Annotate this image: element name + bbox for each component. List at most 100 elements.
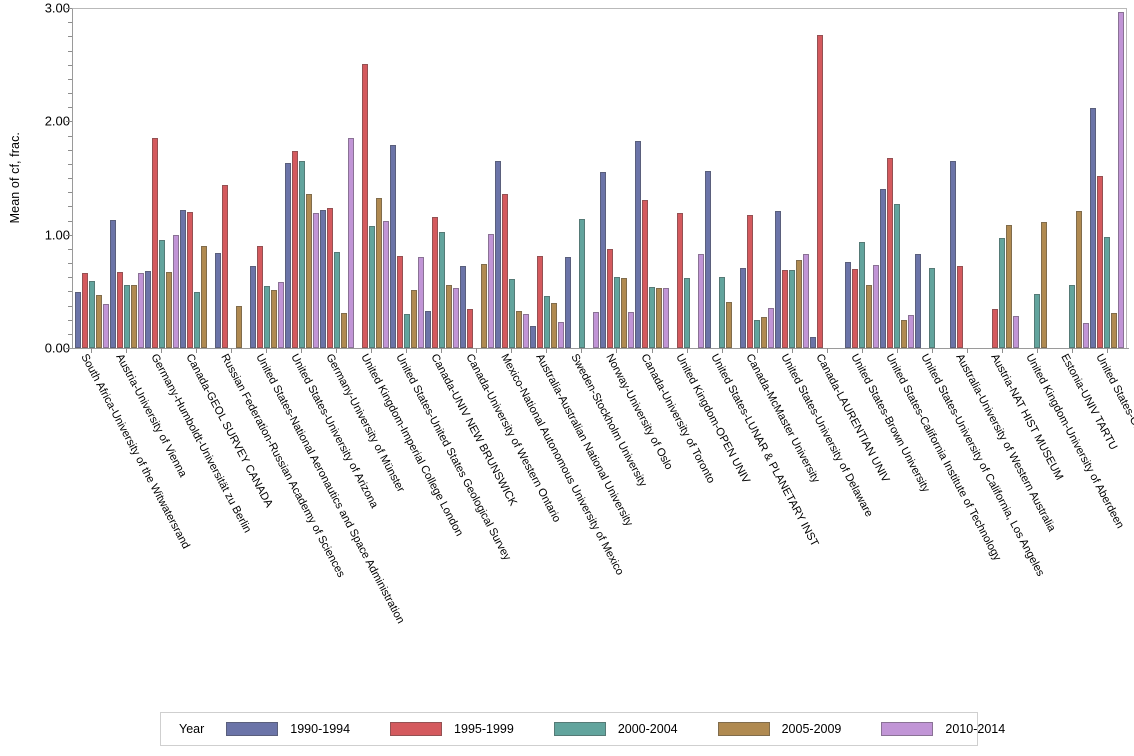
bar-4[interactable] xyxy=(1110,312,1117,348)
bar-2[interactable] xyxy=(467,309,474,348)
bar-3[interactable] xyxy=(893,204,900,348)
bar-5[interactable] xyxy=(1012,316,1019,348)
bar-2[interactable] xyxy=(1096,175,1103,348)
legend-item[interactable]: 2010-2014 xyxy=(881,722,1005,736)
bar-2[interactable] xyxy=(187,212,194,348)
bar-2[interactable] xyxy=(991,309,998,348)
bar-group[interactable] xyxy=(355,9,390,348)
bar-4[interactable] xyxy=(96,294,103,348)
bar-group[interactable] xyxy=(739,9,774,348)
bar-4[interactable] xyxy=(795,259,802,348)
bar-group[interactable] xyxy=(215,9,250,348)
bar-group[interactable] xyxy=(530,9,565,348)
bar-5[interactable] xyxy=(313,213,320,348)
bar-group[interactable] xyxy=(879,9,914,348)
bar-3[interactable] xyxy=(1068,284,1075,348)
legend-item[interactable]: 2000-2004 xyxy=(553,722,678,736)
bar-3[interactable] xyxy=(369,225,376,348)
bar-3[interactable] xyxy=(404,314,411,348)
bar-2[interactable] xyxy=(886,157,893,348)
bar-1[interactable] xyxy=(530,326,537,348)
bar-1[interactable] xyxy=(180,209,187,348)
bar-5[interactable] xyxy=(662,287,669,348)
bar-4[interactable] xyxy=(516,310,523,348)
bar-1[interactable] xyxy=(949,161,956,348)
bar-5[interactable] xyxy=(697,253,704,348)
bar-2[interactable] xyxy=(746,215,753,348)
bar-2[interactable] xyxy=(537,256,544,348)
bar-5[interactable] xyxy=(173,234,180,348)
bar-3[interactable] xyxy=(683,277,690,348)
legend-item[interactable]: 1995-1999 xyxy=(390,722,514,736)
bar-1[interactable] xyxy=(250,266,257,348)
bar-2[interactable] xyxy=(781,269,788,348)
bar-1[interactable] xyxy=(565,257,572,348)
bar-group[interactable] xyxy=(180,9,215,348)
bar-2[interactable] xyxy=(222,184,229,348)
bar-5[interactable] xyxy=(872,265,879,348)
bar-1[interactable] xyxy=(879,189,886,348)
bar-3[interactable] xyxy=(89,281,96,348)
bar-1[interactable] xyxy=(215,252,222,348)
bar-group[interactable] xyxy=(250,9,285,348)
bar-4[interactable] xyxy=(621,277,628,348)
bar-1[interactable] xyxy=(425,310,432,348)
bar-2[interactable] xyxy=(676,213,683,348)
bar-5[interactable] xyxy=(907,315,914,348)
bar-group[interactable] xyxy=(1019,9,1054,348)
bar-1[interactable] xyxy=(704,171,711,348)
bar-4[interactable] xyxy=(271,290,278,348)
bar-3[interactable] xyxy=(334,251,341,348)
bar-2[interactable] xyxy=(816,35,823,348)
bar-group[interactable] xyxy=(425,9,460,348)
bar-4[interactable] xyxy=(166,272,173,348)
bar-3[interactable] xyxy=(928,267,935,348)
bar-3[interactable] xyxy=(264,285,271,348)
bar-2[interactable] xyxy=(117,272,124,348)
bar-group[interactable] xyxy=(565,9,600,348)
bar-4[interactable] xyxy=(306,193,313,348)
bar-1[interactable] xyxy=(110,219,117,348)
bar-4[interactable] xyxy=(411,290,418,348)
bar-4[interactable] xyxy=(131,284,138,348)
bar-3[interactable] xyxy=(718,276,725,348)
bar-4[interactable] xyxy=(481,264,488,348)
bar-2[interactable] xyxy=(607,249,614,348)
bar-group[interactable] xyxy=(600,9,635,348)
bar-4[interactable] xyxy=(236,306,243,348)
bar-group[interactable] xyxy=(1054,9,1089,348)
bar-4[interactable] xyxy=(1075,210,1082,348)
bar-1[interactable] xyxy=(634,140,641,348)
bar-1[interactable] xyxy=(145,270,152,348)
bar-group[interactable] xyxy=(1089,9,1124,348)
bar-group[interactable] xyxy=(495,9,530,348)
bar-group[interactable] xyxy=(390,9,425,348)
bar-1[interactable] xyxy=(1089,107,1096,348)
bar-2[interactable] xyxy=(82,273,89,348)
bar-3[interactable] xyxy=(194,292,201,348)
bar-4[interactable] xyxy=(760,317,767,348)
bar-group[interactable] xyxy=(844,9,879,348)
bar-2[interactable] xyxy=(327,207,334,348)
bar-5[interactable] xyxy=(348,138,355,348)
bar-5[interactable] xyxy=(383,221,390,348)
bar-3[interactable] xyxy=(1033,293,1040,348)
bar-group[interactable] xyxy=(914,9,949,348)
bar-5[interactable] xyxy=(488,233,495,348)
bar-4[interactable] xyxy=(1040,222,1047,348)
bar-4[interactable] xyxy=(341,312,348,348)
bar-3[interactable] xyxy=(788,269,795,348)
bar-group[interactable] xyxy=(75,9,110,348)
bar-3[interactable] xyxy=(544,295,551,348)
bar-4[interactable] xyxy=(201,246,208,348)
bar-3[interactable] xyxy=(1103,236,1110,348)
bar-4[interactable] xyxy=(551,302,558,348)
bar-5[interactable] xyxy=(628,311,635,348)
bar-3[interactable] xyxy=(998,238,1005,348)
bar-1[interactable] xyxy=(914,253,921,348)
bar-3[interactable] xyxy=(299,161,306,348)
bar-5[interactable] xyxy=(767,308,774,348)
bar-group[interactable] xyxy=(809,9,844,348)
bar-group[interactable] xyxy=(704,9,739,348)
bar-group[interactable] xyxy=(949,9,984,348)
